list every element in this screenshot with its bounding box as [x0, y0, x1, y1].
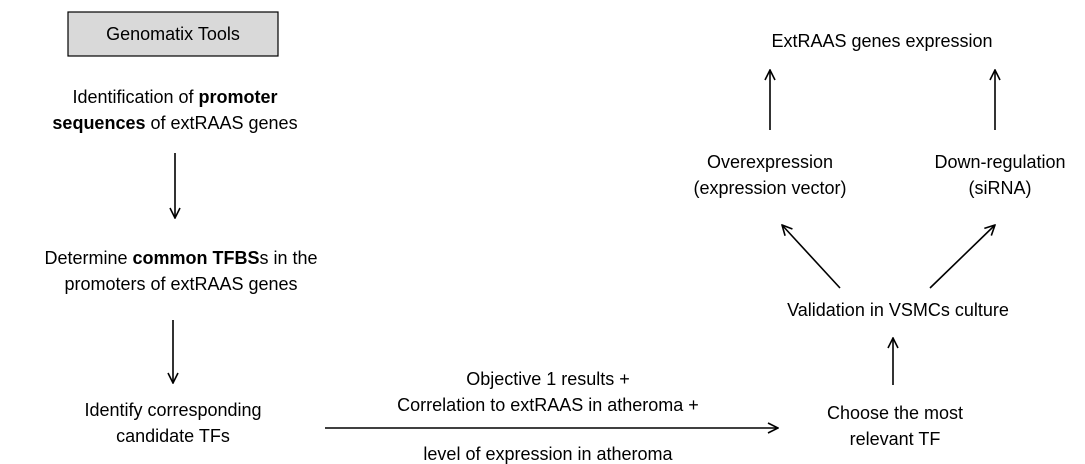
step-text: (expression vector)	[693, 178, 846, 198]
step-text: sequences of extRAAS genes	[52, 113, 297, 133]
text-run: Objective 1 results +	[466, 369, 630, 389]
text-run: Identify corresponding	[84, 400, 261, 420]
text-run: relevant TF	[850, 429, 941, 449]
step-text: Identify corresponding	[84, 400, 261, 420]
step-text: Overexpression	[707, 152, 833, 172]
bold-text: sequences	[52, 113, 145, 133]
text-run: level of expression in atheroma	[423, 444, 673, 464]
tool-box	[67, 11, 279, 57]
bold-text: common TFBS	[132, 248, 259, 268]
text-run: Choose the most	[827, 403, 963, 423]
arrow	[782, 225, 841, 289]
text-run: Genomatix Tools	[106, 24, 240, 44]
result-text: ExtRAAS genes expression	[771, 31, 992, 51]
step-text: Validation in VSMCs culture	[787, 300, 1009, 320]
text-run: ExtRAAS genes expression	[771, 31, 992, 51]
bold-text: promoter	[199, 87, 278, 107]
text-run: candidate TFs	[116, 426, 230, 446]
step-text: Determine common TFBSs in the	[44, 248, 317, 268]
step-text: Down-regulation	[934, 152, 1065, 172]
edge-label: Objective 1 results +	[466, 369, 630, 389]
text-run: Down-regulation	[934, 152, 1065, 172]
text-run: (siRNA)	[969, 178, 1032, 198]
text-run: Determine	[44, 248, 132, 268]
text-run: of extRAAS genes	[145, 113, 297, 133]
step-text: Identification of promoter	[72, 87, 277, 107]
text-run: Overexpression	[707, 152, 833, 172]
text-run: s in the	[260, 248, 318, 268]
step-text: Choose the most	[827, 403, 963, 423]
arrow	[929, 225, 995, 289]
edge-label: Correlation to extRAAS in atheroma +	[397, 395, 699, 415]
text-run: promoters of extRAAS genes	[64, 274, 297, 294]
text-run: Identification of	[72, 87, 198, 107]
tool-label: Genomatix Tools	[106, 24, 240, 44]
text-run: Validation in VSMCs culture	[787, 300, 1009, 320]
edge-label: level of expression in atheroma	[423, 444, 673, 464]
step-text: (siRNA)	[969, 178, 1032, 198]
text-run: (expression vector)	[693, 178, 846, 198]
step-text: candidate TFs	[116, 426, 230, 446]
step-text: relevant TF	[850, 429, 941, 449]
text-run: Correlation to extRAAS in atheroma +	[397, 395, 699, 415]
step-text: promoters of extRAAS genes	[64, 274, 297, 294]
